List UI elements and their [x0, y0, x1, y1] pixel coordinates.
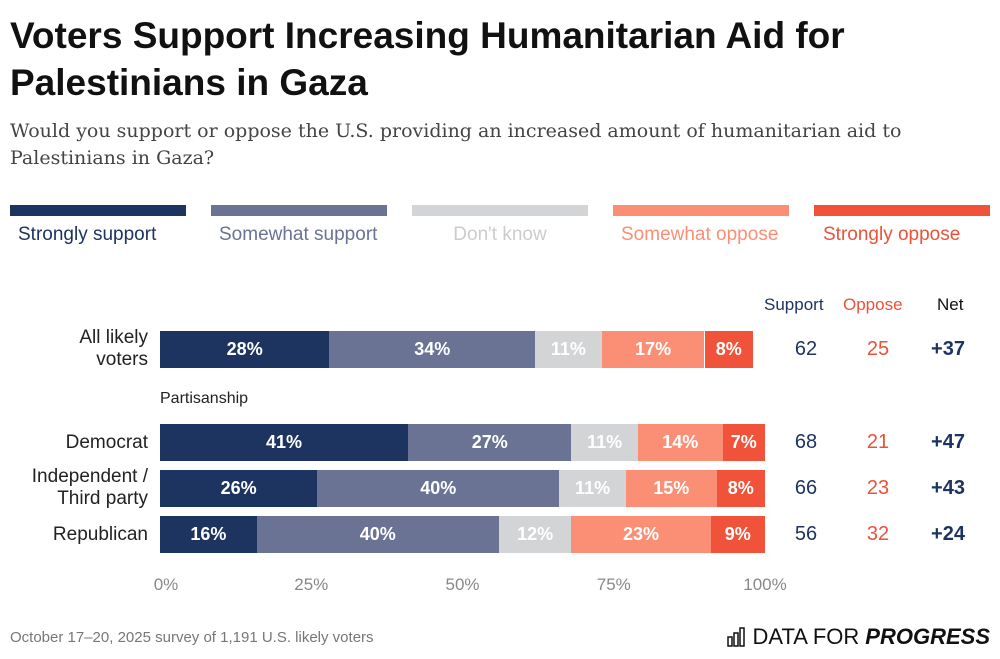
legend-item: Somewhat support [211, 205, 387, 248]
legend-swatch [412, 205, 588, 216]
bar-segment: 11% [571, 424, 638, 461]
bar-segment: 11% [535, 331, 602, 368]
bar-segment: 11% [559, 470, 626, 507]
legend-swatch [613, 205, 789, 216]
bar-segment: 27% [408, 424, 572, 461]
net-value: +43 [931, 477, 965, 499]
bar-segment: 9% [710, 516, 765, 553]
support-value: 62 [794, 338, 818, 360]
row-label: Republican [52, 524, 148, 545]
logo: DATA FOR PROGRESS [726, 624, 990, 650]
legend-label: Somewhat oppose [621, 224, 779, 245]
legend-item: Don't know [412, 205, 588, 248]
bar-segment: 28% [160, 331, 330, 368]
bar-segment: 23% [571, 516, 711, 553]
oppose-value: 23 [866, 477, 890, 499]
bar-segment: 41% [160, 424, 409, 461]
oppose-value: 21 [866, 431, 890, 453]
chart-title: Voters Support Increasing Humanitarian A… [10, 15, 845, 103]
group-label: Partisanship [160, 390, 249, 407]
support-value: 56 [794, 523, 818, 545]
row-label: All likely voters [79, 327, 148, 370]
bar-segment: 40% [317, 470, 560, 507]
bar-segment: 34% [329, 331, 536, 368]
bar-segment: 16% [160, 516, 257, 553]
x-tick-label: 75% [596, 575, 631, 594]
bar-segment: 8% [704, 331, 753, 368]
bar-segment: 17% [601, 331, 705, 368]
bar-segment: 26% [160, 470, 318, 507]
bar-chart-logo-icon [726, 627, 745, 647]
bar-segment: 7% [722, 424, 765, 461]
bar-segment: 15% [625, 470, 717, 507]
x-tick-label: 50% [445, 575, 480, 594]
bar-segment: 8% [716, 470, 765, 507]
legend-swatch [211, 205, 387, 216]
x-tick-label: 0% [153, 575, 179, 594]
oppose-value: 25 [866, 338, 890, 360]
bar-segment: 14% [637, 424, 723, 461]
legend-label: Don't know [453, 224, 547, 245]
bar-segment: 40% [256, 516, 499, 553]
net-value: +24 [931, 523, 965, 545]
support-header: Support [764, 295, 824, 314]
logo-light: DATA FOR [752, 624, 860, 649]
support-value: 68 [794, 431, 818, 453]
row-label: Independent / Third party [31, 466, 148, 509]
net-value: +37 [931, 338, 965, 360]
legend-item: Somewhat oppose [613, 205, 789, 248]
legend-swatch [10, 205, 186, 216]
net-header: Net [937, 295, 964, 314]
x-tick-label: 25% [294, 575, 329, 594]
legend-item: Strongly oppose [814, 205, 990, 248]
legend-label: Somewhat support [219, 224, 378, 245]
legend-swatch [814, 205, 990, 216]
x-tick-label: 100% [743, 575, 787, 594]
support-value: 66 [794, 477, 818, 499]
footer-note: October 17–20, 2025 survey of 1,191 U.S.… [10, 629, 374, 646]
oppose-header: Oppose [843, 295, 903, 314]
logo-bold: PROGRESS [865, 624, 990, 649]
row-label: Democrat [65, 432, 148, 453]
net-value: +47 [931, 431, 965, 453]
chart-subtitle: Would you support or oppose the U.S. pro… [10, 120, 902, 169]
oppose-value: 32 [866, 523, 890, 545]
bar-segment: 12% [498, 516, 572, 553]
legend-label: Strongly oppose [823, 224, 961, 245]
legend-label: Strongly support [18, 224, 157, 245]
legend-item: Strongly support [10, 205, 186, 248]
